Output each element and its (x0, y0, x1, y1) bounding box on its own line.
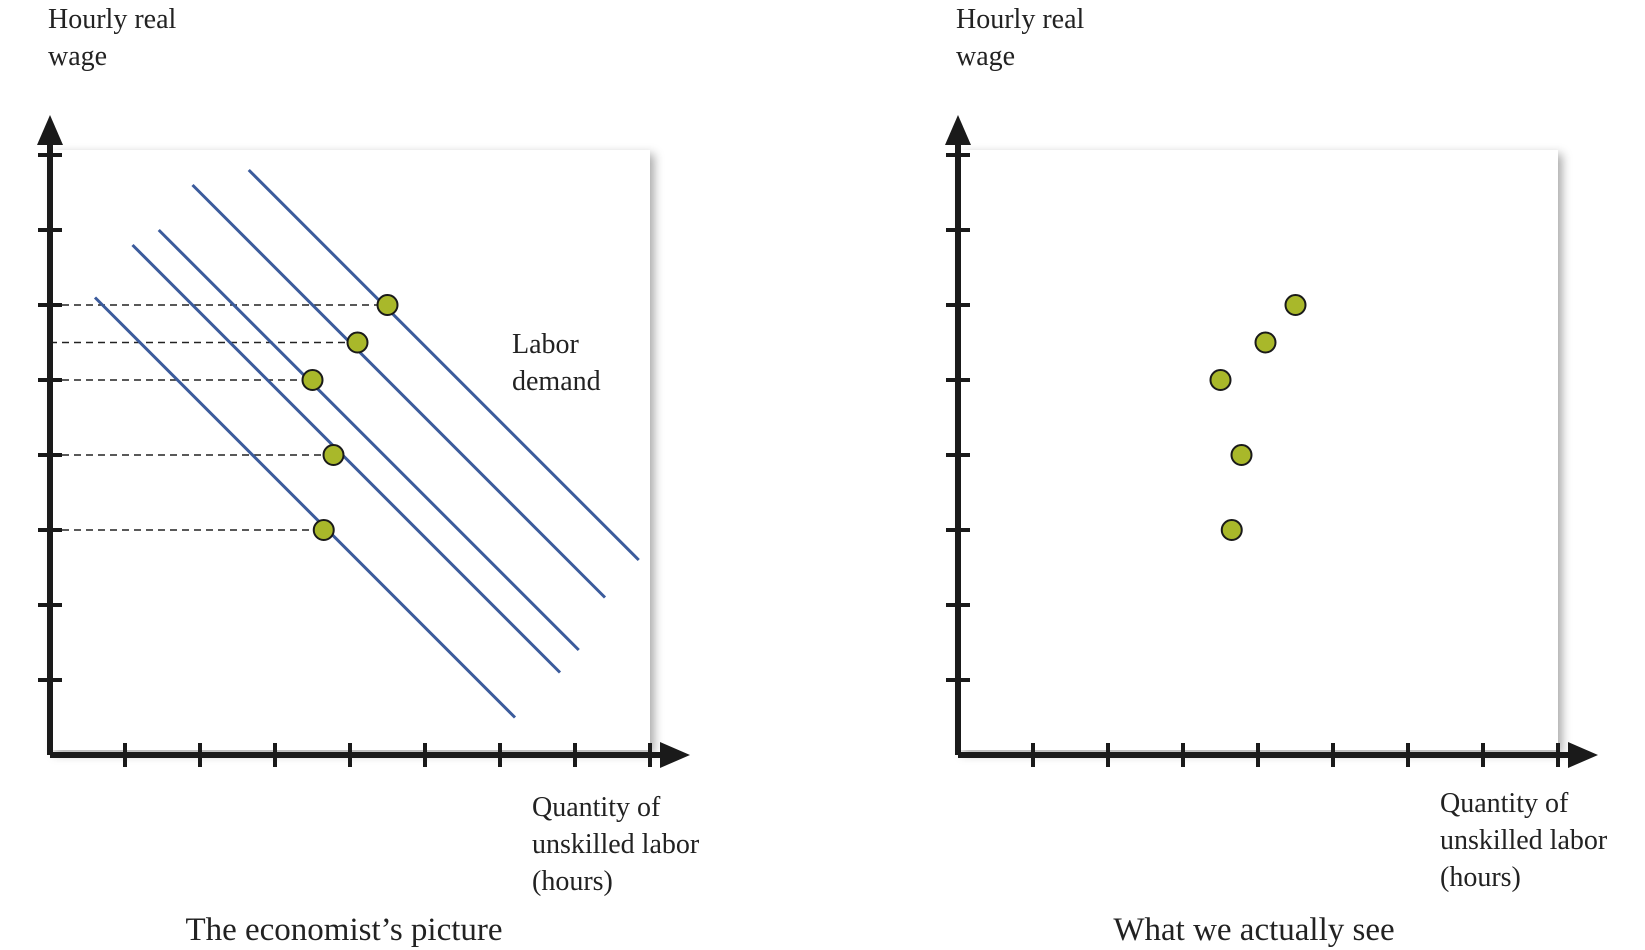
data-point (1284, 294, 1307, 316)
labor-demand-line (157, 228, 580, 652)
data-point (346, 331, 369, 354)
points-group (301, 294, 399, 541)
y-axis-arrowhead (37, 115, 63, 145)
data-point (312, 519, 335, 541)
x-axis-label-line-1: Quantity of (1440, 788, 1569, 819)
data-point (301, 369, 324, 391)
data-point (1230, 444, 1253, 466)
labor-demand-annotation-line-1: Labor (512, 329, 580, 360)
demand-lines-group (93, 168, 640, 719)
left-chart-panel: Hourly real wage Quantity of unskilled l… (37, 4, 700, 948)
panel-title: The economist’s picture (185, 912, 502, 948)
labor-demand-line (191, 183, 607, 599)
x-axis-label-line-3: (hours) (1440, 862, 1521, 893)
y-axis-label-line-2: wage (48, 41, 107, 72)
points-group (1209, 294, 1307, 541)
y-axis-label-line-1: Hourly real (956, 4, 1085, 35)
labor-demand-line (93, 296, 517, 719)
x-axis-label-line-3: (hours) (532, 866, 613, 897)
data-point (1254, 331, 1277, 354)
y-axis-label-line-1: Hourly real (48, 4, 177, 35)
axes-group (37, 115, 690, 768)
plot-background (958, 150, 1558, 750)
right-chart-panel: Hourly real wage Quantity of unskilled l… (945, 4, 1608, 948)
y-axis-label-line-2: wage (956, 41, 1015, 72)
labor-demand-line (131, 243, 562, 674)
y-axis-arrowhead (945, 115, 971, 145)
data-point (1209, 369, 1232, 391)
axes-group (945, 115, 1598, 768)
data-point (322, 444, 345, 466)
labor-demand-annotation-line-2: demand (512, 366, 601, 397)
x-axis-arrowhead (1568, 742, 1598, 768)
x-axis-label-line-2: unskilled labor (1440, 825, 1608, 856)
labor-demand-line (247, 168, 640, 562)
x-axis-label-line-2: unskilled labor (532, 829, 700, 860)
data-point (1220, 519, 1243, 541)
plot-background (50, 150, 650, 750)
x-axis-label-line-1: Quantity of (532, 792, 661, 823)
x-axis-arrowhead (660, 742, 690, 768)
panel-title: What we actually see (1113, 912, 1394, 948)
data-point (376, 294, 399, 316)
